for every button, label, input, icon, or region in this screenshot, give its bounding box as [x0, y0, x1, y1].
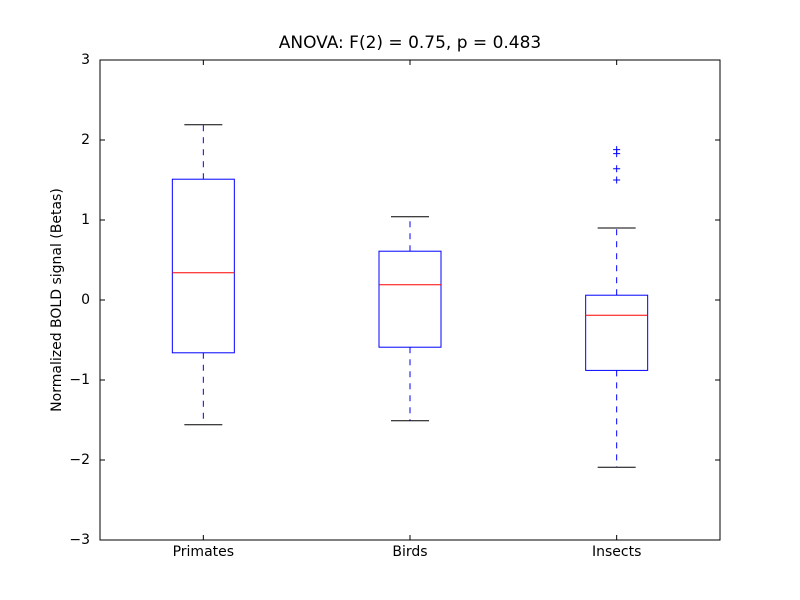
flier	[613, 165, 621, 173]
y-tick-label: 3	[81, 52, 90, 68]
box	[585, 294, 649, 371]
y-tick-label: 1	[81, 212, 90, 228]
y-tick-label: −1	[69, 372, 90, 388]
flier	[613, 150, 621, 158]
y-tick-label: −3	[69, 532, 90, 548]
flier	[613, 176, 621, 184]
box	[378, 250, 442, 348]
y-axis-label: Normalized BOLD signal (Betas)	[49, 188, 65, 412]
chart-title: ANOVA: F(2) = 0.75, p = 0.483	[279, 33, 542, 53]
y-tick-label: 0	[81, 292, 90, 308]
x-tick-label: Insects	[592, 544, 641, 560]
plot-frame	[99, 59, 721, 541]
y-tick-label: −2	[69, 452, 90, 468]
box	[171, 178, 235, 354]
x-tick-label: Primates	[173, 544, 234, 560]
y-tick-label: 2	[81, 132, 90, 148]
x-tick-label: Birds	[392, 544, 427, 560]
